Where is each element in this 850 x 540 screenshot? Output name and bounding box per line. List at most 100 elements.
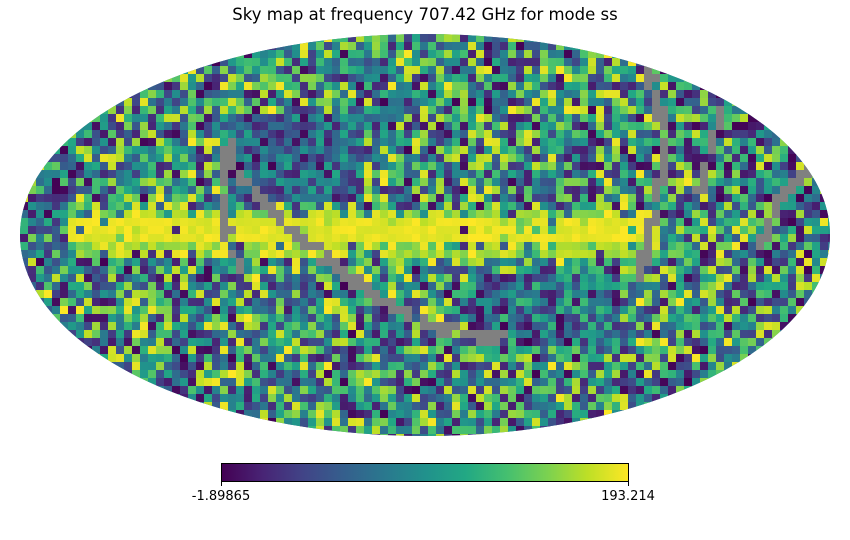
- map-pixel: [284, 242, 293, 251]
- map-pixel: [628, 146, 637, 155]
- map-pixel: [412, 298, 421, 307]
- map-pixel: [492, 98, 501, 107]
- map-pixel: [572, 194, 581, 203]
- map-pixel: [292, 130, 301, 139]
- map-pixel: [684, 178, 693, 187]
- map-pixel: [444, 186, 453, 195]
- map-pixel: [180, 274, 189, 283]
- map-pixel: [332, 98, 341, 107]
- map-pixel: [252, 378, 261, 387]
- map-pixel: [44, 178, 53, 187]
- map-pixel: [492, 186, 501, 195]
- map-pixel: [204, 90, 213, 99]
- map-pixel: [188, 66, 197, 75]
- map-pixel: [268, 218, 277, 227]
- map-pixel: [292, 98, 301, 107]
- map-pixel: [476, 242, 485, 251]
- map-pixel: [476, 234, 485, 243]
- map-pixel: [796, 234, 805, 243]
- map-pixel: [556, 178, 565, 187]
- map-pixel: [684, 282, 693, 291]
- map-pixel: [348, 258, 357, 267]
- map-pixel: [700, 90, 709, 99]
- map-pixel: [140, 114, 149, 123]
- map-pixel: [156, 138, 165, 147]
- map-pixel: [620, 226, 629, 235]
- map-pixel: [300, 210, 309, 219]
- map-pixel: [396, 178, 405, 187]
- map-pixel: [340, 266, 349, 275]
- map-pixel: [356, 250, 365, 259]
- map-pixel: [388, 370, 397, 379]
- map-pixel: [324, 226, 333, 235]
- map-pixel: [284, 218, 293, 227]
- map-pixel: [404, 170, 413, 179]
- map-pixel: [644, 122, 653, 131]
- map-pixel: [636, 322, 645, 331]
- map-pixel: [564, 282, 573, 291]
- map-pixel: [484, 186, 493, 195]
- map-pixel: [652, 370, 661, 379]
- map-pixel: [772, 306, 781, 315]
- map-pixel: [668, 306, 677, 315]
- map-pixel: [124, 370, 133, 379]
- map-pixel: [508, 346, 517, 355]
- map-pixel: [500, 90, 509, 99]
- map-pixel: [212, 330, 221, 339]
- map-pixel: [604, 306, 613, 315]
- map-pixel: [604, 170, 613, 179]
- map-pixel: [820, 218, 829, 227]
- map-pixel: [500, 146, 509, 155]
- map-pixel: [636, 90, 645, 99]
- map-pixel: [716, 330, 725, 339]
- map-pixel: [332, 370, 341, 379]
- map-pixel: [588, 178, 597, 187]
- map-pixel: [820, 266, 829, 275]
- map-pixel: [252, 138, 261, 147]
- map-pixel: [196, 266, 205, 275]
- map-pixel: [204, 154, 213, 163]
- map-pixel: [444, 114, 453, 123]
- map-pixel: [348, 274, 357, 283]
- map-pixel: [292, 362, 301, 371]
- map-pixel: [84, 298, 93, 307]
- map-pixel: [252, 290, 261, 299]
- map-pixel: [60, 162, 69, 171]
- map-pixel: [324, 354, 333, 363]
- map-pixel: [180, 66, 189, 75]
- map-pixel: [412, 354, 421, 363]
- map-pixel: [532, 74, 541, 83]
- map-pixel: [252, 314, 261, 323]
- map-pixel: [500, 322, 509, 331]
- map-pixel: [732, 202, 741, 211]
- map-pixel: [124, 98, 133, 107]
- map-pixel: [388, 162, 397, 171]
- map-pixel: [212, 402, 221, 411]
- map-pixel: [748, 274, 757, 283]
- map-pixel: [252, 186, 261, 195]
- map-pixel: [164, 202, 173, 211]
- map-pixel: [396, 322, 405, 331]
- map-pixel: [308, 274, 317, 283]
- map-pixel: [244, 234, 253, 243]
- map-pixel: [652, 130, 661, 139]
- map-pixel: [180, 74, 189, 83]
- map-pixel: [628, 210, 637, 219]
- map-pixel: [76, 266, 85, 275]
- map-pixel: [724, 322, 733, 331]
- map-pixel: [412, 226, 421, 235]
- colorbar-gradient: [221, 463, 629, 482]
- map-pixel: [716, 322, 725, 331]
- map-pixel: [180, 218, 189, 227]
- map-pixel: [484, 66, 493, 75]
- map-pixel: [460, 362, 469, 371]
- map-pixel: [356, 202, 365, 211]
- map-pixel: [228, 130, 237, 139]
- map-pixel: [20, 274, 29, 283]
- map-pixel: [260, 162, 269, 171]
- map-pixel: [180, 162, 189, 171]
- map-pixel: [148, 186, 157, 195]
- map-pixel: [132, 114, 141, 123]
- map-pixel: [220, 378, 229, 387]
- map-pixel: [532, 130, 541, 139]
